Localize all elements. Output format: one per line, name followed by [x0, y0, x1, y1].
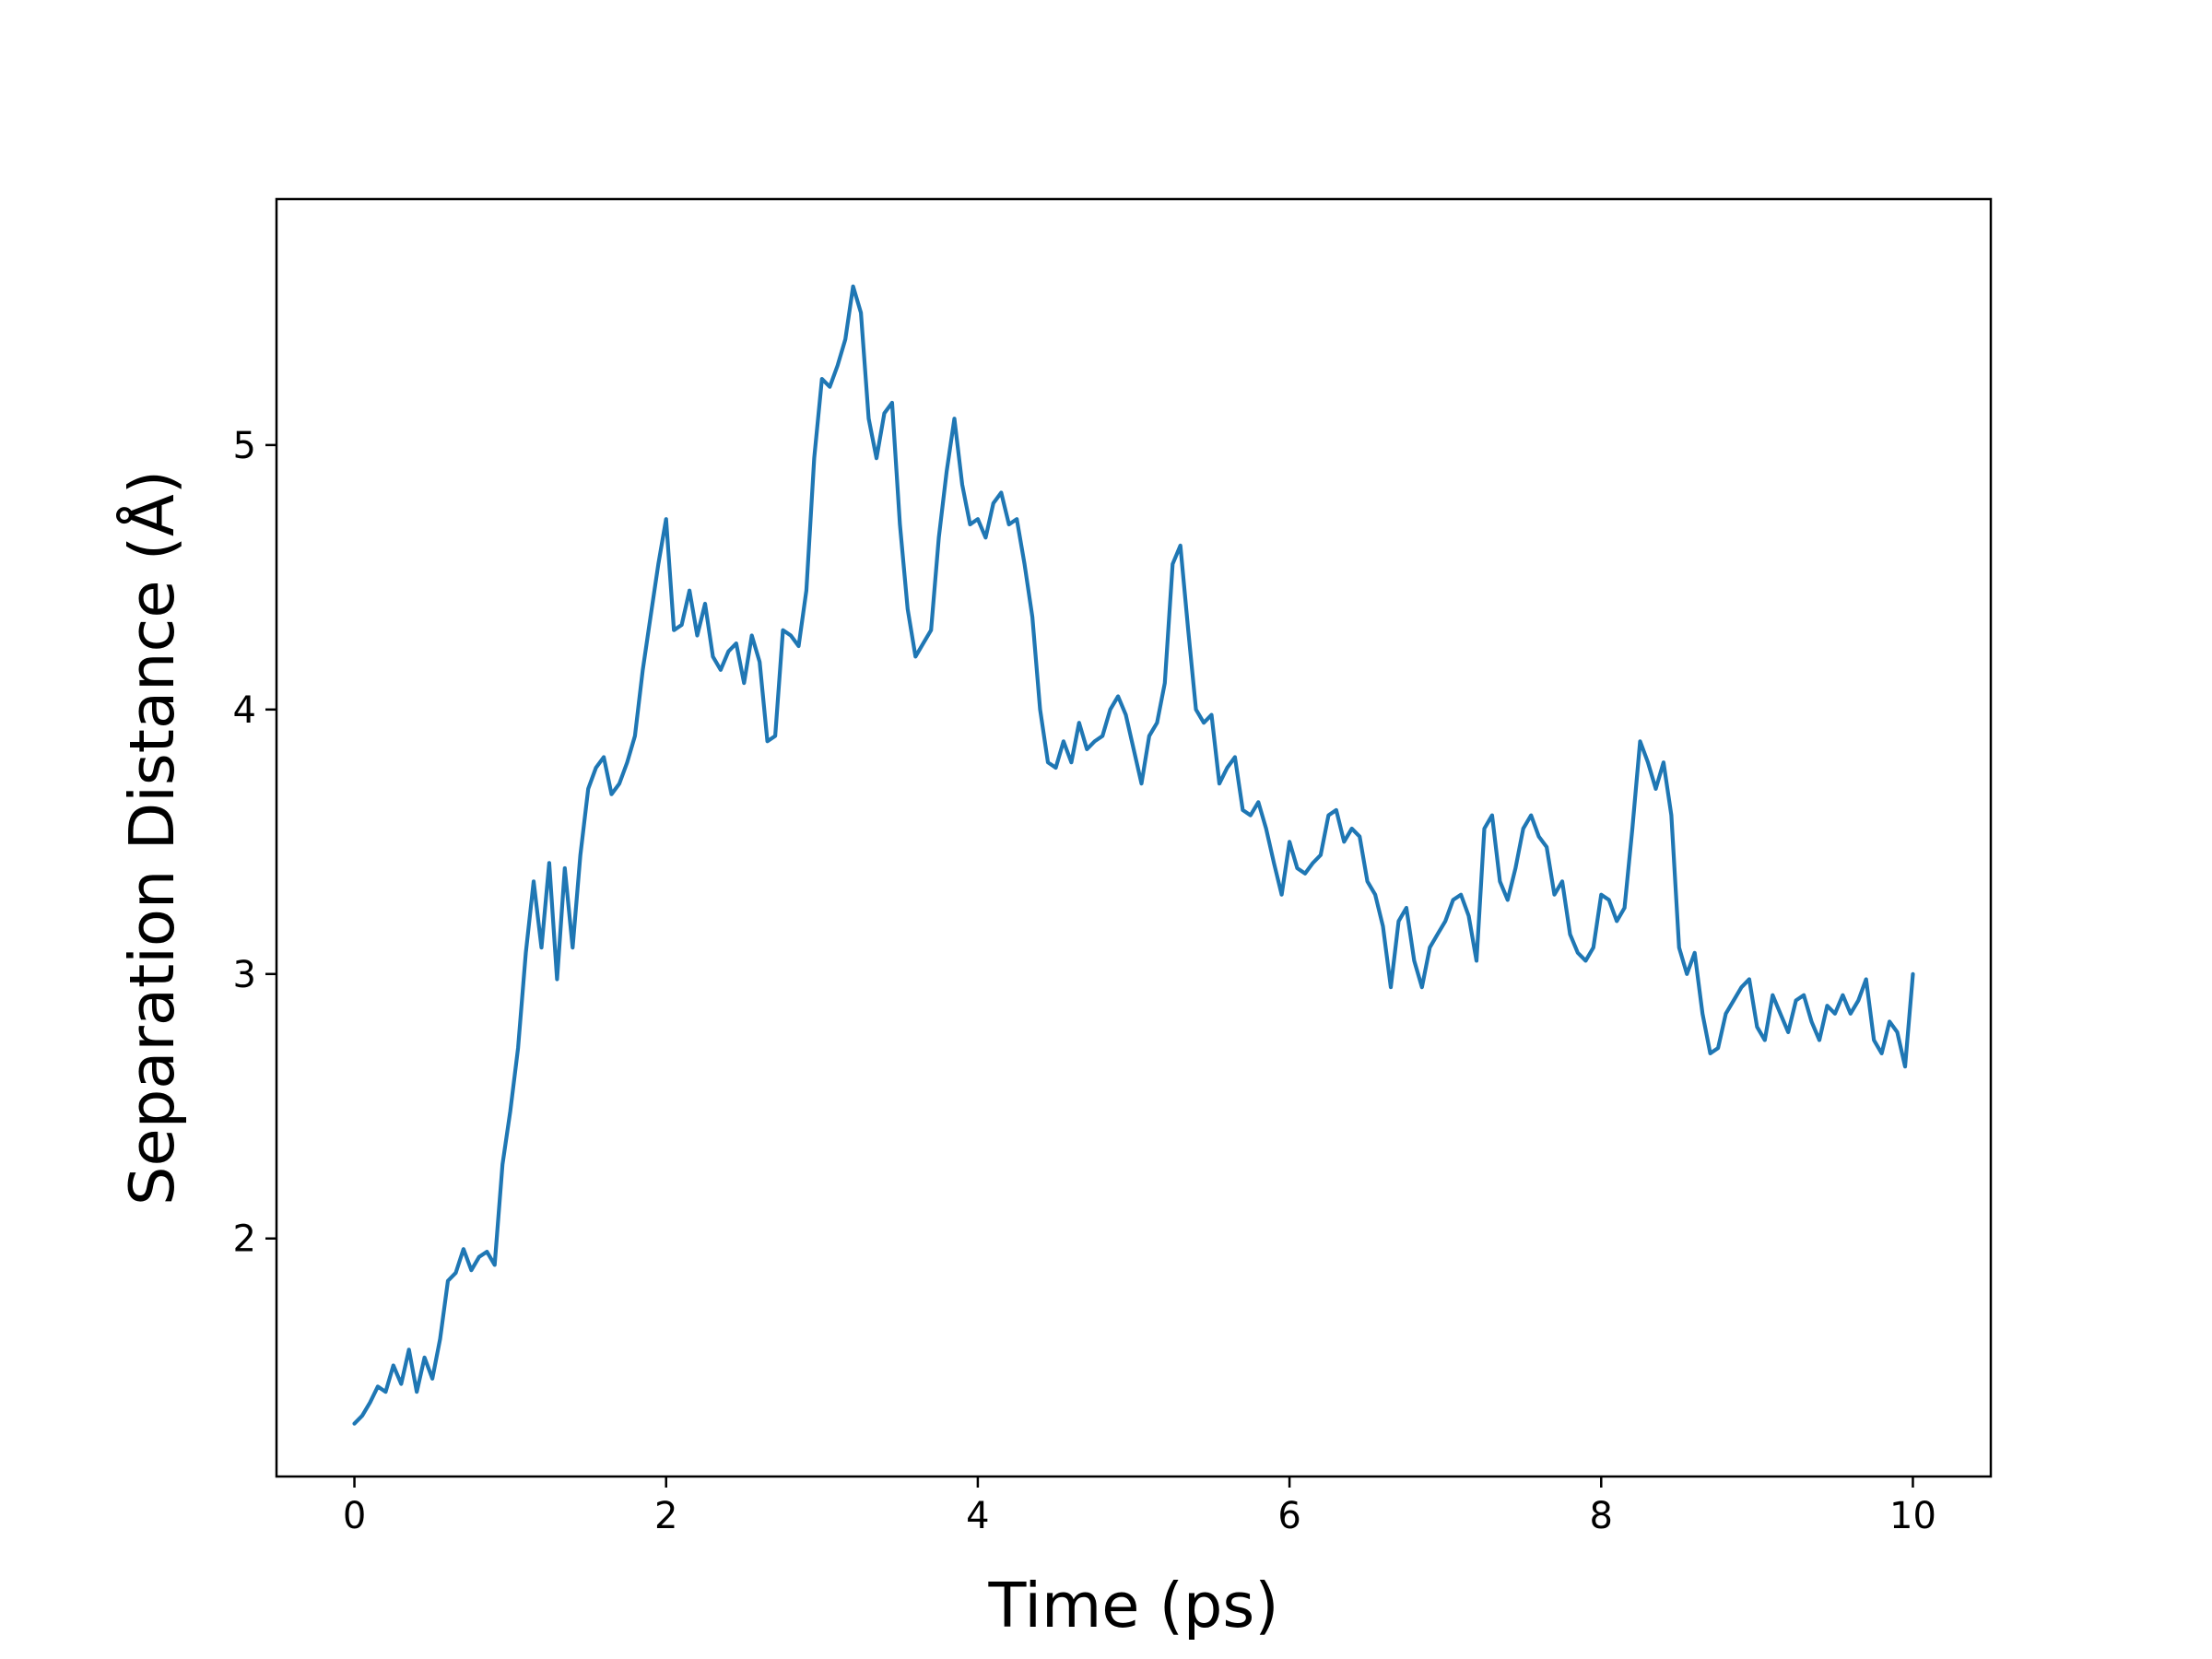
series-line-1	[352, 284, 1915, 1426]
plot-area	[352, 284, 1915, 1426]
x-tick-label: 6	[1277, 1495, 1300, 1537]
x-tick-label: 0	[343, 1495, 366, 1537]
y-tick-label: 3	[233, 954, 256, 996]
y-tick-label: 5	[233, 425, 256, 467]
y-axis: 2 3 4 5	[233, 425, 276, 1261]
axes-frame	[275, 197, 1993, 1478]
x-tick-label: 4	[966, 1495, 989, 1537]
x-tick-label: 8	[1590, 1495, 1613, 1537]
y-tick-label: 4	[233, 689, 256, 732]
x-tick-label: 10	[1889, 1495, 1936, 1537]
y-tick-label: 2	[233, 1218, 256, 1261]
x-axis: 0 2 4 6 8 10	[343, 1477, 1936, 1537]
x-tick-label: 2	[654, 1495, 677, 1537]
y-axis-label: Separation Distance (Å)	[114, 470, 188, 1206]
x-axis-label: Time (ps)	[988, 1570, 1279, 1641]
